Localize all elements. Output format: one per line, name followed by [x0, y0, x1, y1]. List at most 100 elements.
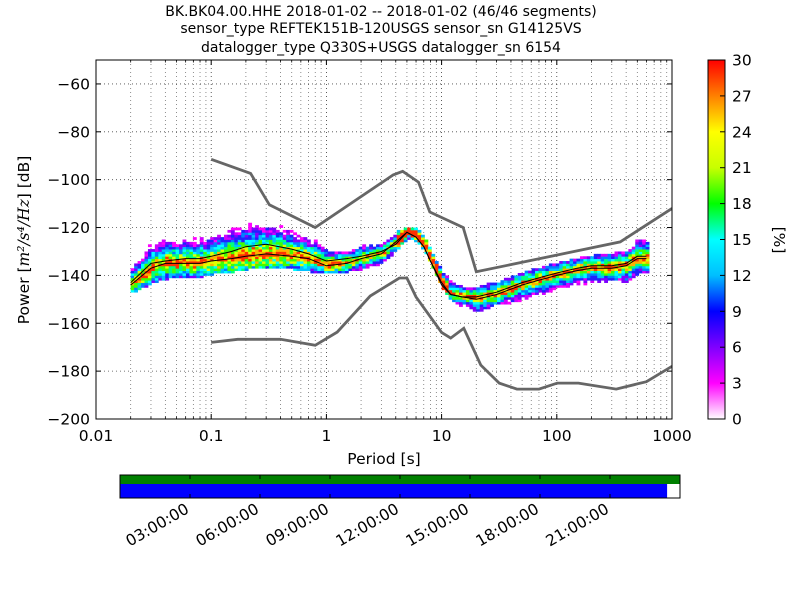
ppsd-cell — [310, 270, 315, 274]
ppsd-cell — [134, 282, 138, 286]
ppsd-cell — [230, 232, 235, 236]
ppsd-cell — [134, 268, 138, 272]
ppsd-cell — [213, 241, 218, 245]
ppsd-cell — [441, 275, 446, 279]
ppsd-cell — [154, 249, 159, 252]
ppsd-cell — [593, 275, 598, 279]
ppsd-cell — [590, 273, 595, 276]
ppsd-cell — [351, 253, 356, 257]
ppsd-cell — [396, 232, 401, 236]
ppsd-cell — [614, 273, 619, 276]
ppsd-cell — [528, 275, 532, 279]
ppsd-cell — [206, 246, 211, 250]
ppsd-cell — [410, 229, 415, 233]
ppsd-cell — [223, 265, 228, 269]
ppsd-cell — [455, 292, 460, 295]
ppsd-cell — [427, 246, 432, 250]
ppsd-cell — [251, 258, 256, 262]
ppsd-cell — [583, 273, 588, 276]
ppsd-cell — [486, 287, 491, 291]
ppsd-cell — [244, 239, 249, 243]
ppsd-cell — [552, 275, 557, 279]
ppsd-cell — [192, 273, 197, 276]
ppsd-cell — [196, 258, 201, 262]
ppsd-cell — [192, 253, 197, 257]
ppsd-cell — [192, 263, 197, 267]
ppsd-cell — [538, 284, 543, 288]
ppsd-cell — [590, 270, 595, 274]
ppsd-cell — [552, 277, 557, 281]
ppsd-cell — [130, 270, 135, 274]
ppsd-cell — [147, 270, 152, 274]
ppsd-cell — [517, 287, 522, 291]
ppsd-cell — [597, 280, 602, 283]
ppsd-cell — [213, 265, 218, 269]
ppsd-cell — [514, 282, 519, 286]
ppsd-cell — [279, 251, 284, 255]
ppsd-cell — [604, 261, 609, 264]
ppsd-cell — [303, 268, 308, 272]
ppsd-cell — [213, 263, 218, 267]
ppsd-cell — [604, 258, 609, 262]
ppsd-cell — [275, 241, 280, 245]
ppsd-cell — [362, 251, 367, 255]
ppsd-cell — [303, 261, 308, 264]
ppsd-cell — [175, 263, 180, 267]
ppsd-cell — [258, 229, 263, 233]
ppsd-cell — [614, 275, 619, 279]
ppsd-cell — [313, 244, 318, 248]
ppsd-cell — [279, 244, 284, 248]
ppsd-cell — [566, 265, 570, 269]
ppsd-cell — [168, 275, 173, 279]
ppsd-cell — [545, 289, 550, 293]
ppsd-cell — [635, 253, 640, 257]
ppsd-cell — [431, 253, 436, 257]
ppsd-cell — [175, 244, 180, 248]
ppsd-cell — [268, 239, 273, 243]
ppsd-cell — [303, 253, 308, 257]
ppsd-cell — [241, 241, 246, 245]
ppsd-cell — [351, 265, 356, 269]
ppsd-cell — [562, 268, 567, 272]
ppsd-cell — [545, 265, 550, 269]
ppsd-cell — [486, 301, 491, 305]
ppsd-cell — [300, 241, 304, 245]
ppsd-cell — [161, 249, 166, 252]
ppsd-cell — [227, 234, 232, 238]
ppsd-cell — [327, 251, 332, 255]
ppsd-cell — [165, 246, 170, 250]
ppsd-cell — [427, 251, 432, 255]
ppsd-cell — [182, 246, 187, 250]
ppsd-cell — [268, 241, 273, 245]
ppsd-cell — [493, 296, 498, 300]
ppsd-cell — [365, 258, 370, 262]
ppsd-cell — [244, 246, 249, 250]
ppsd-cell — [344, 256, 349, 260]
ppsd-cell — [262, 227, 266, 231]
ppsd-cell — [510, 299, 515, 303]
ppsd-cell — [445, 277, 450, 281]
ppsd-cell — [192, 249, 197, 252]
chart-title-line-3: datalogger_type Q330S+USGS datalogger_sn… — [201, 40, 561, 56]
ppsd-cell — [510, 296, 515, 300]
ppsd-cell — [348, 268, 353, 272]
ppsd-cell — [310, 251, 315, 255]
ppsd-cell — [220, 237, 225, 240]
ppsd-cell — [210, 239, 215, 243]
ppsd-cell — [199, 261, 204, 264]
ppsd-cell — [497, 294, 501, 298]
ppsd-cell — [306, 261, 311, 264]
ppsd-cell — [344, 258, 349, 262]
ppsd-cell — [455, 284, 460, 288]
ppsd-cell — [590, 258, 595, 262]
ppsd-cell — [645, 265, 650, 269]
coverage-time-label: 18:00:00 — [473, 500, 542, 550]
ppsd-cell — [161, 253, 166, 257]
ppsd-cell — [282, 256, 287, 260]
ppsd-cell — [545, 277, 550, 281]
ppsd-cell — [265, 249, 270, 252]
ppsd-cell — [541, 280, 546, 283]
ppsd-cell — [490, 282, 494, 286]
y-tick-label: −200 — [47, 411, 90, 429]
ppsd-cell — [590, 263, 595, 267]
